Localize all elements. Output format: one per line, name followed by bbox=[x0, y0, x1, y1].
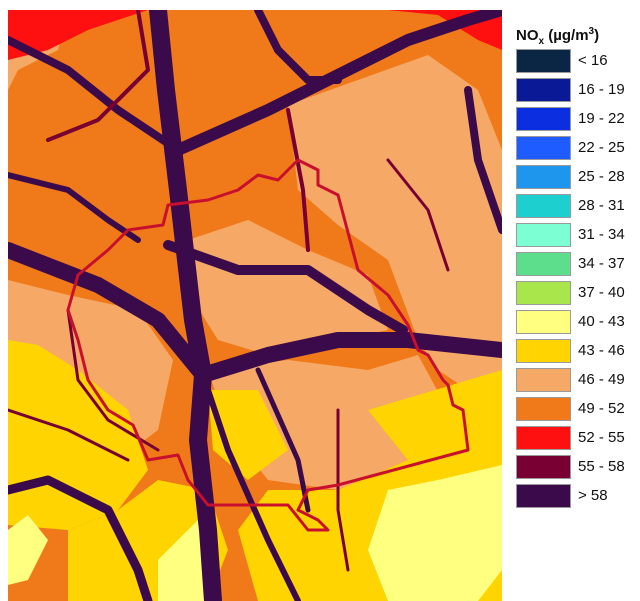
legend-swatch bbox=[516, 223, 571, 247]
legend-row: 52 - 55 bbox=[516, 423, 636, 452]
legend-classes: < 16 16 - 19 19 - 22 22 - 25 25 - 28 28 - 31 3… bbox=[516, 46, 636, 510]
minor-roads bbox=[8, 10, 450, 572]
zone-52-55-north bbox=[8, 10, 502, 60]
road-main-east-west bbox=[8, 242, 502, 383]
legend-label: 43 - 46 bbox=[578, 342, 625, 359]
legend-label: 28 - 31 bbox=[578, 197, 625, 214]
road-minor-3 bbox=[386, 158, 450, 272]
road-northeast bbox=[172, 10, 502, 156]
legend-row: 28 - 31 bbox=[516, 191, 636, 220]
nox-concentration-map bbox=[8, 10, 502, 601]
legend-label: 34 - 37 bbox=[578, 255, 625, 272]
legend-row: 37 - 40 bbox=[516, 278, 636, 307]
major-roads bbox=[8, 10, 502, 601]
legend-swatch bbox=[516, 194, 571, 218]
road-minor-1 bbox=[46, 10, 150, 142]
legend-label: < 16 bbox=[578, 52, 608, 69]
legend-row: < 16 bbox=[516, 46, 636, 75]
legend-row: 22 - 25 bbox=[516, 133, 636, 162]
legend-swatch bbox=[516, 426, 571, 450]
district-boundary bbox=[66, 158, 470, 532]
legend-label: 37 - 40 bbox=[578, 284, 625, 301]
legend-swatch bbox=[516, 136, 571, 160]
legend-row: 55 - 58 bbox=[516, 452, 636, 481]
legend-label: 31 - 34 bbox=[578, 226, 625, 243]
legend-label: > 58 bbox=[578, 487, 608, 504]
legend-label: 16 - 19 bbox=[578, 81, 625, 98]
legend-label: 25 - 28 bbox=[578, 168, 625, 185]
legend-swatch bbox=[516, 281, 571, 305]
legend-row: 16 - 19 bbox=[516, 75, 636, 104]
legend-row: 49 - 52 bbox=[516, 394, 636, 423]
legend-label: 40 - 43 bbox=[578, 313, 625, 330]
zone-40-43-southeast bbox=[368, 465, 502, 601]
road-minor-6 bbox=[8, 408, 130, 462]
zone-46-49-center bbox=[188, 220, 388, 355]
legend-swatch bbox=[516, 339, 571, 363]
legend-swatch bbox=[516, 49, 571, 73]
legend-label: 52 - 55 bbox=[578, 429, 625, 446]
legend-swatch bbox=[516, 310, 571, 334]
legend-swatch bbox=[516, 368, 571, 392]
legend-label: 49 - 52 bbox=[578, 400, 625, 417]
legend-swatch bbox=[516, 78, 571, 102]
legend-row: 46 - 49 bbox=[516, 365, 636, 394]
legend-swatch bbox=[516, 252, 571, 276]
road-minor-4 bbox=[66, 308, 160, 452]
legend-row: 25 - 28 bbox=[516, 162, 636, 191]
road-southwest bbox=[8, 475, 153, 601]
road-north-west bbox=[8, 36, 182, 154]
legend-swatch bbox=[516, 107, 571, 131]
zone-43-46-center-south bbox=[208, 390, 288, 480]
road-north-curve bbox=[254, 10, 342, 84]
legend-swatch bbox=[516, 165, 571, 189]
legend-label: 22 - 25 bbox=[578, 139, 625, 156]
legend-row: 31 - 34 bbox=[516, 220, 636, 249]
legend-row: 43 - 46 bbox=[516, 336, 636, 365]
road-west bbox=[8, 172, 141, 243]
road-minor-5 bbox=[336, 408, 350, 572]
legend-swatch bbox=[516, 484, 571, 508]
legend-label: 55 - 58 bbox=[578, 458, 625, 475]
legend-swatch bbox=[516, 397, 571, 421]
road-east-curve bbox=[464, 86, 502, 234]
zone-40-43-west bbox=[8, 515, 48, 585]
legend-title: NOx (µg/m3) bbox=[516, 26, 600, 47]
legend-swatch bbox=[516, 455, 571, 479]
legend-row: 34 - 37 bbox=[516, 249, 636, 278]
legend-row: > 58 bbox=[516, 481, 636, 510]
legend-row: 40 - 43 bbox=[516, 307, 636, 336]
road-diagonal-center bbox=[163, 240, 408, 335]
road-minor-2 bbox=[286, 108, 310, 252]
legend-label: 46 - 49 bbox=[578, 371, 625, 388]
legend-label: 19 - 22 bbox=[578, 110, 625, 127]
map-legend: NOx (µg/m3) < 16 16 - 19 19 - 22 22 - 25 25 … bbox=[516, 18, 636, 510]
road-south-diagonal bbox=[200, 372, 301, 601]
legend-row: 19 - 22 bbox=[516, 104, 636, 133]
